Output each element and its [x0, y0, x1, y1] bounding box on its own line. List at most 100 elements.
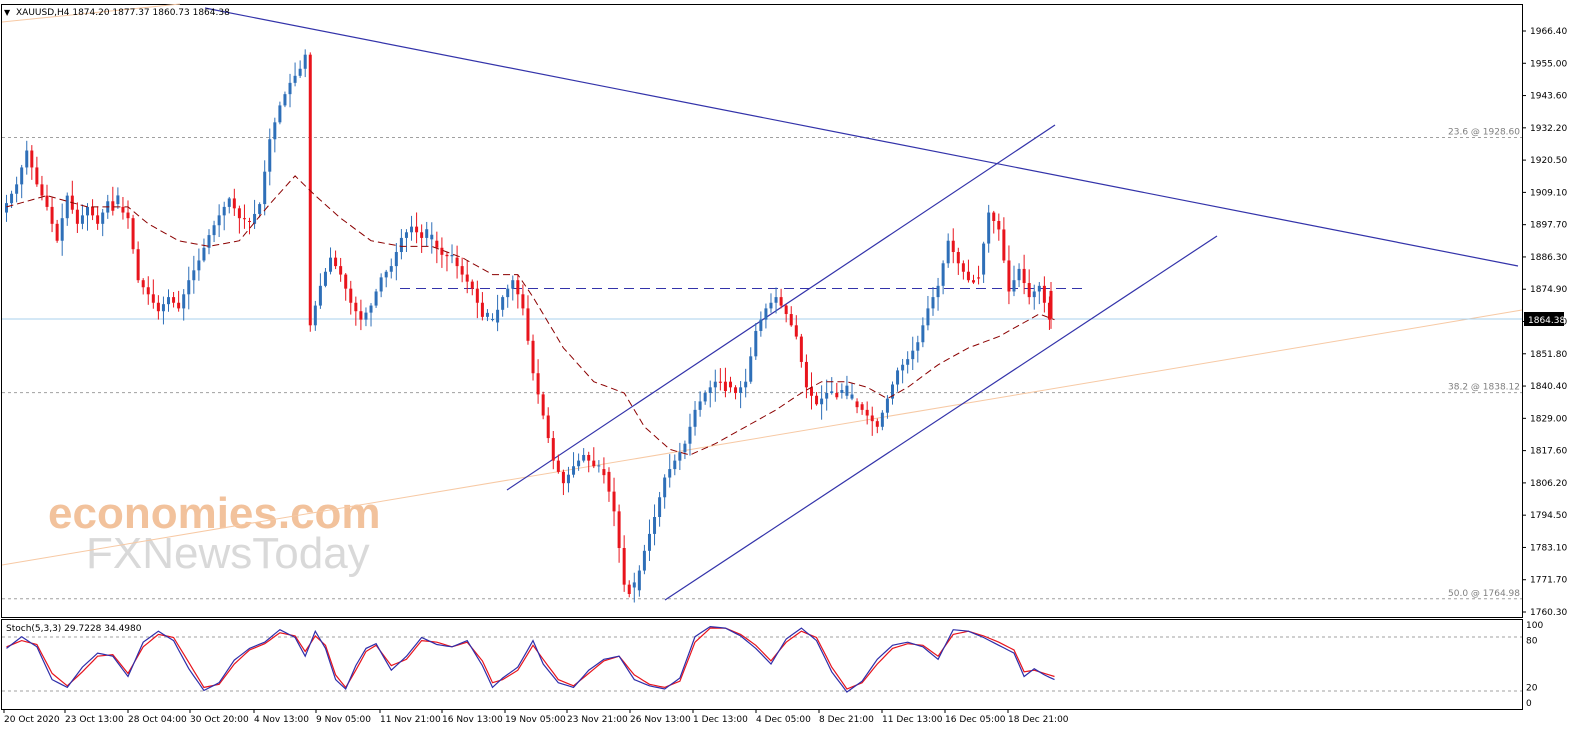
candle-body — [577, 460, 581, 467]
candle-body — [708, 387, 712, 393]
candle-body — [612, 491, 616, 512]
candle-body — [683, 443, 687, 453]
stoch-tick-label: 0 — [1526, 699, 1532, 709]
descending-trendline — [204, 7, 1519, 267]
fib-level-label: 38.2 @ 1838.12 — [1448, 383, 1520, 393]
candle-body — [506, 288, 510, 298]
candle-body — [658, 497, 662, 517]
candle-body — [258, 204, 262, 214]
candle-body — [820, 398, 824, 405]
y-tick-label: 1955.00 — [1530, 59, 1567, 69]
candle-body — [136, 249, 140, 281]
candle-body — [75, 209, 79, 224]
candle-body — [460, 266, 464, 275]
candle-body — [784, 305, 788, 315]
candle-body — [161, 304, 165, 312]
stoch-tick-label: 100 — [1526, 621, 1543, 631]
candle-body — [789, 314, 793, 326]
candle-body — [723, 381, 727, 392]
candle-body — [60, 218, 64, 241]
candle-body — [602, 469, 606, 476]
candle-body — [50, 206, 54, 224]
candle-body — [627, 584, 631, 594]
candle-body — [607, 471, 611, 492]
stoch-tick-label: 20 — [1526, 683, 1538, 693]
candle-body — [637, 570, 641, 591]
candle-body — [339, 266, 343, 275]
candle-body — [809, 387, 813, 396]
candle-body — [1012, 280, 1016, 292]
candle-body — [496, 309, 500, 323]
candle-body — [111, 201, 115, 211]
y-tick-label: 1794.50 — [1530, 511, 1567, 521]
candle-body — [86, 206, 90, 216]
candle-body — [516, 280, 520, 295]
main-pane-frame — [1, 4, 1523, 618]
candle-body — [521, 294, 525, 309]
candle-body — [1007, 260, 1011, 292]
x-tick-label: 19 Nov 05:00 — [505, 715, 566, 725]
candle-body — [556, 460, 560, 472]
candle-body — [850, 394, 854, 399]
y-tick-label: 1783.10 — [1530, 543, 1567, 553]
x-tick-label: 8 Dec 21:00 — [819, 715, 874, 725]
candle-body — [248, 221, 252, 223]
candle-body — [121, 206, 125, 213]
time-axis: 20 Oct 2020 23 Oct 13:00 28 Oct 04:00 30 Oc… — [3, 709, 1069, 725]
candle-body — [465, 274, 469, 282]
candle-body — [749, 356, 753, 382]
candle-body — [860, 404, 864, 410]
orange-top-line — [1, 3, 181, 23]
candle-body — [693, 409, 697, 427]
y-tick-label: 1851.80 — [1530, 350, 1567, 360]
candle-body — [420, 232, 424, 238]
candle-body — [450, 255, 454, 257]
candle-body — [101, 212, 105, 224]
candle-body — [318, 285, 322, 306]
y-tick-label: 1874.90 — [1530, 285, 1567, 295]
candle-body — [177, 302, 181, 309]
candle-body — [911, 350, 915, 360]
y-tick-label: 1943.60 — [1530, 92, 1567, 102]
y-tick-label: 1771.70 — [1530, 576, 1567, 586]
candle-body — [997, 221, 1001, 230]
candle-body — [40, 184, 44, 196]
candle-body — [971, 280, 975, 283]
y-tick-label: 1829.00 — [1530, 414, 1567, 424]
candle-body — [1032, 291, 1036, 298]
candle-body — [597, 465, 601, 467]
candle-body — [197, 260, 201, 271]
candle-body — [921, 325, 925, 343]
candle-body — [906, 359, 910, 365]
candle-body — [202, 247, 206, 261]
y-tick-label: 1806.20 — [1530, 479, 1567, 489]
current-price-tag — [1524, 312, 1564, 326]
y-tick-label: 1840.40 — [1530, 382, 1567, 392]
candle-body — [1002, 229, 1006, 261]
candle-body — [769, 302, 773, 309]
candle-body — [187, 280, 191, 295]
candle-body — [880, 412, 884, 427]
candle-body — [1017, 268, 1021, 281]
candle-body — [293, 75, 297, 83]
candle-body — [799, 336, 803, 362]
candle-body — [167, 297, 171, 305]
candle-body — [890, 384, 894, 399]
candle-body — [501, 297, 505, 310]
x-tick-label: 30 Oct 20:00 — [190, 715, 249, 725]
candle-body — [734, 387, 738, 393]
candle-body — [222, 206, 226, 216]
candle-body — [572, 466, 576, 475]
candle-body — [374, 291, 378, 306]
y-tick-label: 1932.20 — [1530, 124, 1567, 134]
candle-body — [688, 426, 692, 444]
candle-body — [830, 391, 834, 393]
candle-body — [480, 302, 484, 317]
candle-body — [885, 398, 889, 413]
candle-body — [587, 454, 591, 461]
candle-body — [825, 392, 829, 399]
candle-body — [835, 392, 839, 398]
candle-body — [739, 387, 743, 393]
candle-body — [313, 305, 317, 326]
